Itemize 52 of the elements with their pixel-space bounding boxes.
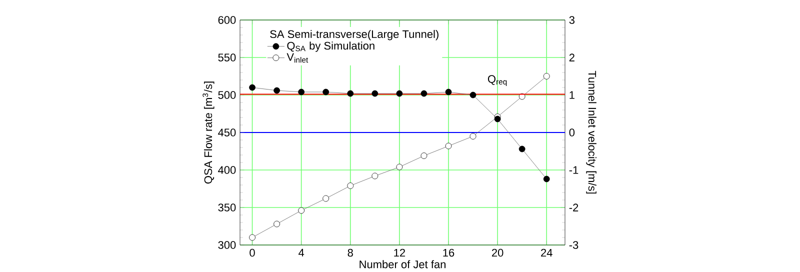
- y-tick-label: 550: [218, 54, 236, 62]
- point: [518, 146, 526, 152]
- legend-title: SA Semi-transverse(Large Tunnel): [270, 30, 438, 40]
- ref-line-label: Q$_{req}$: [488, 75, 507, 86]
- point: [494, 116, 501, 122]
- x-tick-label: 8: [348, 248, 353, 257]
- y-tick-label: 400: [218, 166, 236, 174]
- point: [372, 172, 378, 180]
- point: [543, 73, 550, 80]
- point: [322, 88, 330, 96]
- x-tick-label: 4: [298, 248, 304, 256]
- y-tick-label: 450: [218, 128, 236, 136]
- point: [274, 87, 280, 94]
- point: [445, 88, 452, 96]
- point: [470, 92, 476, 98]
- y2-tick-label: -1: [569, 166, 578, 174]
- x-tick-label: 16: [443, 248, 454, 257]
- point: [420, 90, 428, 97]
- x-tick-label: 24: [541, 248, 552, 257]
- point: [420, 152, 428, 159]
- y2-tick-label: -2: [569, 204, 578, 212]
- y-tick-label: 350: [218, 204, 236, 212]
- x-tick-label: 0: [250, 248, 255, 257]
- y2-tick-label: -3: [569, 241, 578, 249]
- point: [543, 176, 550, 182]
- legend-label: Q$_{SA}$ by Simulation: [287, 42, 374, 52]
- point: [249, 234, 256, 241]
- x-tick-label: 20: [492, 248, 504, 257]
- y2-axis-title: Tunnel Inlet velocity [m/s]: [586, 70, 596, 194]
- x-tick-label: 12: [394, 248, 406, 257]
- y2-tick-label: 0: [569, 128, 575, 136]
- y2-tick-label: 1: [570, 91, 574, 99]
- point: [470, 133, 476, 140]
- y2-tick-label: 3: [569, 16, 574, 24]
- y-tick-label: 600: [218, 16, 236, 24]
- legend-label: V$_{inlet}$: [286, 53, 308, 63]
- point: [322, 195, 330, 202]
- point: [445, 142, 452, 150]
- point: [372, 90, 378, 97]
- y-tick-label: 500: [218, 91, 236, 99]
- point: [298, 88, 305, 96]
- point: [347, 182, 354, 189]
- point: [396, 164, 403, 170]
- x-axis-title: Number of Jet fan: [360, 260, 446, 268]
- point: [347, 90, 354, 97]
- y2-tick-label: 2: [569, 54, 574, 62]
- point: [249, 84, 256, 91]
- point: [298, 207, 305, 214]
- y-tick-label: 300: [218, 241, 236, 249]
- point: [396, 90, 403, 97]
- point: [274, 220, 280, 228]
- y-axis-title: QSA Flow rate [m$^{3}$/s]: [202, 82, 214, 184]
